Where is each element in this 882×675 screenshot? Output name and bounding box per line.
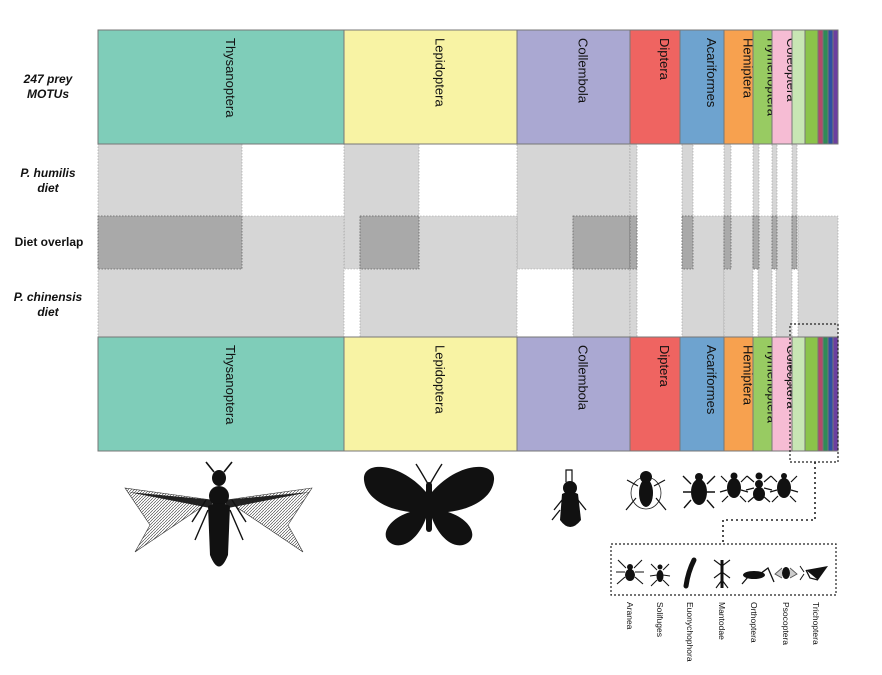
top-block-lepidoptera xyxy=(343,29,518,145)
grasshopper-silhouette xyxy=(741,566,775,585)
overlap-segment xyxy=(771,215,778,270)
row-label-chinensis: P. chinensis diet xyxy=(8,290,88,320)
top-block-minor-8 xyxy=(791,29,806,145)
minor-label-trichoptera: Trichoptera xyxy=(811,602,821,645)
bottom-motu-blocks: Thysanoptera Lepidoptera Collembola Diptera… xyxy=(97,336,839,452)
top-block-thysanoptera xyxy=(97,29,345,145)
fly-silhouette xyxy=(625,471,667,511)
bottom-block-minor-8 xyxy=(791,336,806,452)
row-label-chinensis-line1: P. chinensis xyxy=(13,290,83,304)
bottom-label-collembola: Collembola xyxy=(576,345,591,411)
minor-label-euonychophora: Euonychophora xyxy=(685,602,695,662)
spider-silhouette xyxy=(616,559,644,585)
minor-label-solifuges: Solifuges xyxy=(655,602,665,637)
top-label-lepidoptera: Lepidoptera xyxy=(433,38,448,107)
top-block-collembola xyxy=(516,29,631,145)
row-label-humilis-line1: P. humilis xyxy=(20,166,76,180)
bottom-block-minor-12 xyxy=(827,336,834,452)
chinensis-segment xyxy=(797,215,839,338)
top-block-minor-13 xyxy=(832,29,839,145)
top-block-hemiptera xyxy=(723,29,754,145)
minor-label-mantodae: Mantodae xyxy=(717,602,727,640)
bottom-block-minor-9 xyxy=(804,336,819,452)
chinensis-segment xyxy=(775,215,793,338)
top-motu-blocks: Thysanoptera Lepidoptera Collembola Diptera… xyxy=(97,29,839,145)
overlap-segment xyxy=(97,215,243,270)
mantis-silhouette xyxy=(713,559,731,589)
minor-label-aranea: Aranea xyxy=(625,602,635,630)
bottom-label-lepidoptera: Lepidoptera xyxy=(433,345,448,414)
top-block-minor-12 xyxy=(827,29,834,145)
top-block-minor-9 xyxy=(804,29,819,145)
top-label-acariformes: Acariformes xyxy=(704,38,719,108)
bottom-block-thysanoptera xyxy=(97,336,345,452)
booklouse-silhouette xyxy=(774,567,798,579)
bottom-label-acariformes: Acariformes xyxy=(704,345,719,415)
row-label-motus: 247 prey MOTUs xyxy=(8,72,88,102)
top-label-hemiptera: Hemiptera xyxy=(741,38,756,99)
top-label-collembola: Collembola xyxy=(576,38,591,104)
row-label-humilis-line2: diet xyxy=(37,181,59,195)
row-label-chinensis-line2: diet xyxy=(37,305,59,319)
bottom-label-thysanoptera: Thysanoptera xyxy=(223,345,238,425)
overlap-segment xyxy=(752,215,760,270)
springtail-silhouette xyxy=(551,469,587,527)
top-block-minor-10 xyxy=(817,29,824,145)
diet-overlap-band xyxy=(97,215,798,270)
overlap-segment xyxy=(572,215,631,270)
ant-silhouette xyxy=(745,472,773,503)
bottom-block-minor-13 xyxy=(832,336,839,452)
mite-silhouette xyxy=(682,473,716,509)
overlap-segment xyxy=(629,215,638,270)
velvet-worm-silhouette xyxy=(683,557,697,589)
chinensis-segment xyxy=(757,215,773,338)
thrips-silhouette xyxy=(124,461,313,567)
bottom-block-minor-11 xyxy=(822,336,829,452)
bug-silhouette xyxy=(719,472,749,503)
bottom-label-diptera: Diptera xyxy=(657,345,672,388)
top-block-acariformes xyxy=(679,29,725,145)
minor-label-psocoptera: Psocoptera xyxy=(781,602,791,645)
beetle-silhouette xyxy=(769,473,799,503)
butterfly-silhouette xyxy=(363,463,495,546)
bottom-block-minor-10 xyxy=(817,336,824,452)
row-label-motus-line2: MOTUs xyxy=(27,87,69,101)
top-block-minor-11 xyxy=(822,29,829,145)
row-label-overlap: Diet overlap xyxy=(4,235,94,250)
caddisfly-silhouette xyxy=(799,565,828,581)
bottom-block-acariformes xyxy=(679,336,725,452)
row-label-humilis: P. humilis diet xyxy=(8,166,88,196)
bottom-block-collembola xyxy=(516,336,631,452)
top-label-thysanoptera: Thysanoptera xyxy=(223,38,238,118)
top-label-diptera: Diptera xyxy=(657,38,672,81)
bottom-block-lepidoptera xyxy=(343,336,518,452)
minor-order-labels: Aranea Solifuges Euonychophora Mantodae Orth… xyxy=(625,602,821,662)
top-block-diptera xyxy=(629,29,681,145)
row-label-motus-line1: 247 prey xyxy=(23,72,73,86)
minor-orders-callout xyxy=(610,323,839,596)
overlap-segment xyxy=(791,215,798,270)
minor-label-orthoptera: Orthoptera xyxy=(749,602,759,643)
solifuge-silhouette xyxy=(649,563,671,587)
overlap-segment xyxy=(359,215,420,270)
bottom-block-hemiptera xyxy=(723,336,754,452)
overlap-segment xyxy=(723,215,732,270)
bottom-label-hemiptera: Hemiptera xyxy=(741,345,756,406)
overlap-segment xyxy=(681,215,694,270)
row-label-overlap-text: Diet overlap xyxy=(14,235,84,249)
